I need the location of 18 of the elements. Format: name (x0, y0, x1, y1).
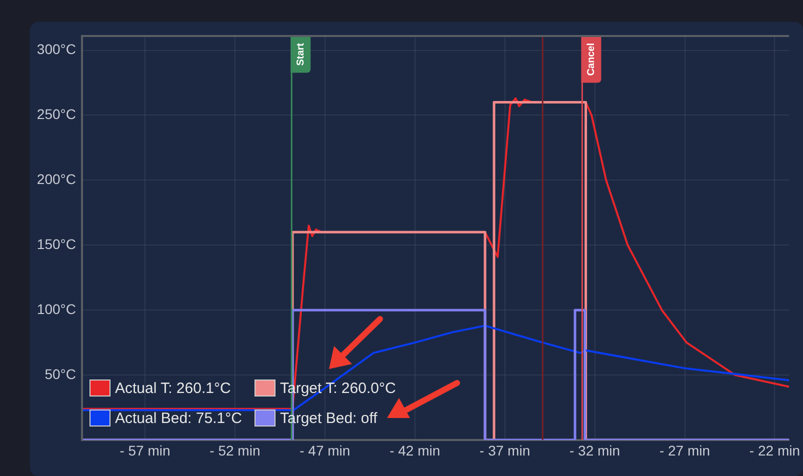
y-tick-label: 200°C (36, 171, 76, 188)
y-tick-label: 50°C (44, 366, 76, 382)
x-tick-label: - 37 min (480, 442, 530, 458)
y-tick-label: 300°C (36, 41, 76, 58)
x-tick-label: - 52 min (210, 442, 260, 458)
ref-line-label: Start (295, 42, 306, 66)
x-tick-label: - 27 min (659, 442, 710, 458)
y-tick-label: 250°C (36, 106, 76, 122)
y-tick-label: 150°C (36, 236, 76, 252)
x-tick-label: - 22 min (749, 442, 800, 458)
ref-line-label: Cancel (586, 42, 597, 76)
x-tick-label: - 32 min (570, 442, 620, 458)
legend-label: Actual T: 260.1°C (115, 380, 231, 398)
x-tick-label: - 47 min (300, 442, 350, 458)
x-tick-label: - 42 min (390, 442, 440, 458)
legend-label: Actual Bed: 75.1°C (115, 410, 242, 428)
x-tick-label: - 57 min (120, 442, 170, 458)
y-tick-label: 100°C (36, 300, 76, 317)
